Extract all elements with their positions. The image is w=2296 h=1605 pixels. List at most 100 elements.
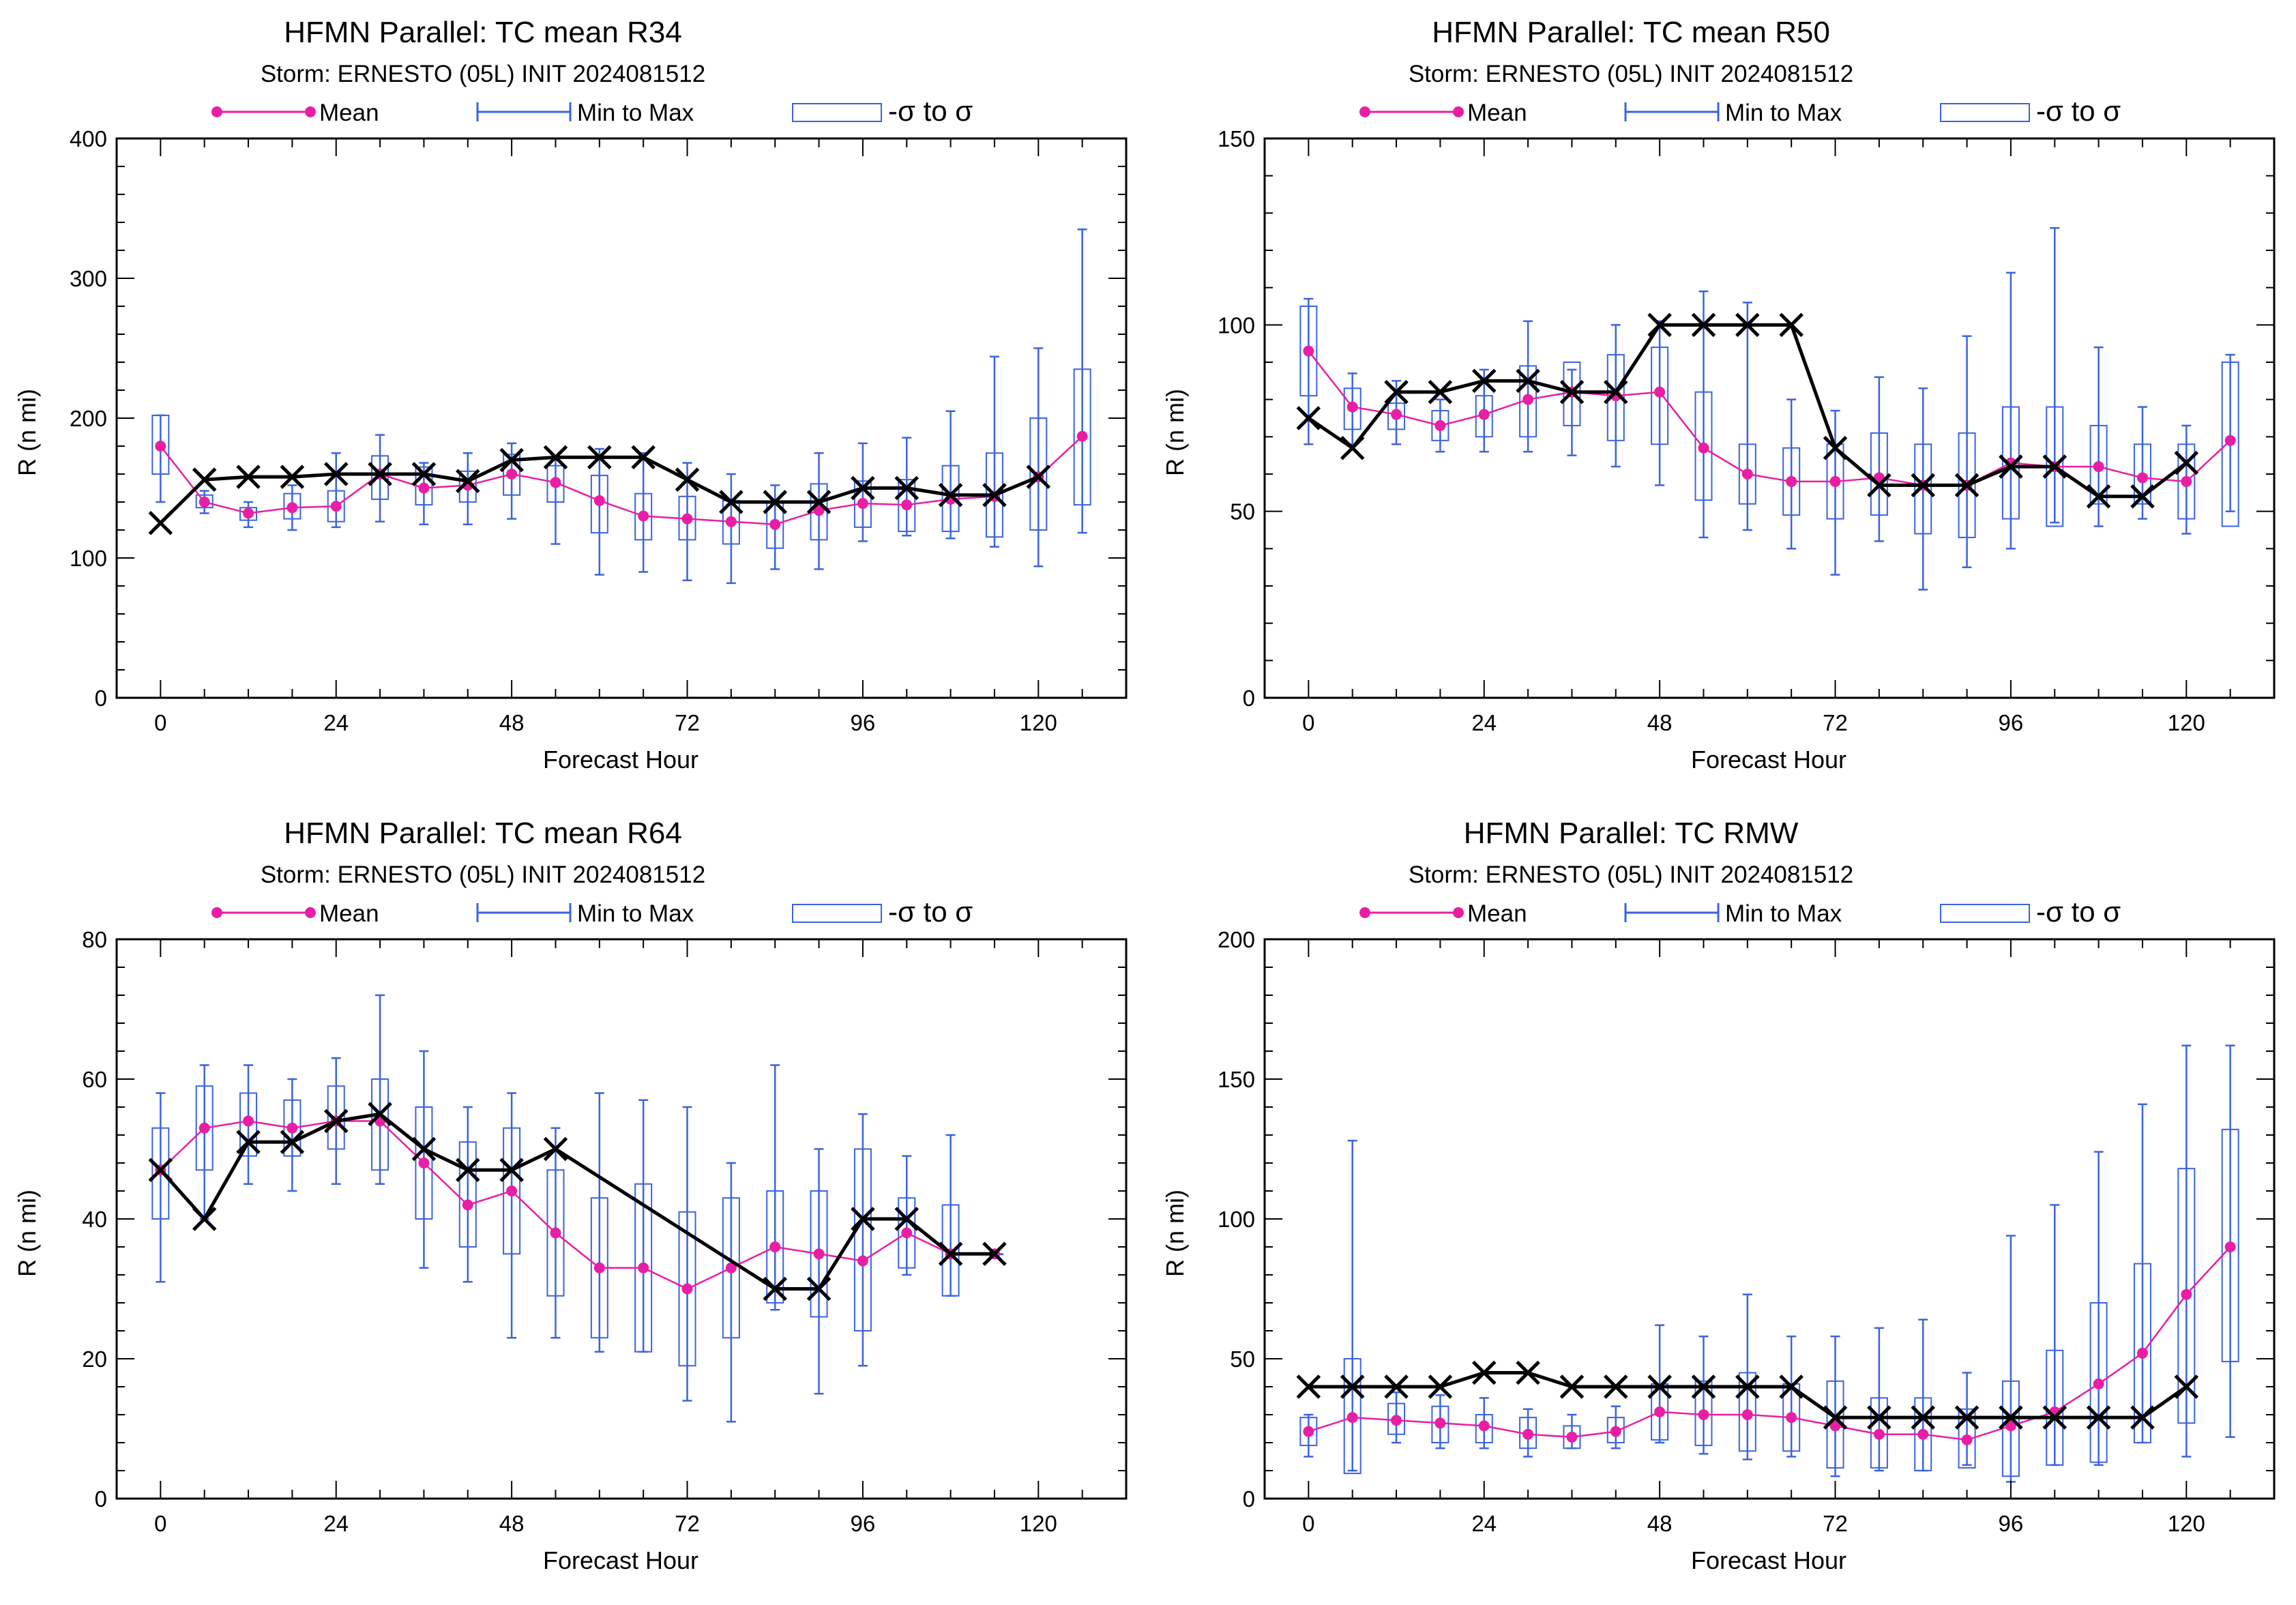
legend-mean-marker (1453, 106, 1464, 117)
y-tick-label: 0 (1243, 686, 1255, 711)
x-tick-label: 48 (499, 710, 525, 735)
chart-r34: HFMN Parallel: TC mean R34 Storm: ERNEST… (13, 16, 1128, 774)
x-tick-label: 48 (1647, 1511, 1673, 1536)
official-marker (1026, 465, 1051, 489)
official-marker (1471, 368, 1497, 394)
mean-point (243, 507, 254, 519)
mean-point (198, 1122, 210, 1134)
mean-point (1786, 1412, 1797, 1424)
mean-point (681, 513, 693, 525)
mean-point (2136, 472, 2148, 484)
official-marker (1647, 312, 1672, 338)
chart-subtitle: Storm: ERNESTO (05L) INIT 2024081512 (1409, 61, 1853, 87)
mean-point (286, 502, 298, 514)
mean-point (1346, 1412, 1358, 1424)
official-line (159, 1112, 995, 1291)
x-tick-label: 0 (154, 710, 166, 735)
legend-range-label: Min to Max (577, 100, 694, 126)
official-marker (1823, 435, 1848, 460)
mean-point (1522, 394, 1534, 405)
mean-point (418, 482, 430, 494)
official-marker (587, 445, 612, 470)
plot-frame (1263, 938, 2276, 1500)
y-tick-label: 0 (95, 686, 107, 711)
plot-frame (1263, 137, 2276, 699)
mean-point (1303, 345, 1314, 357)
mean-point (681, 1283, 693, 1295)
mean-point (813, 505, 825, 516)
official-marker (851, 475, 875, 501)
mean-point (725, 1262, 737, 1273)
chart-subtitle: Storm: ERNESTO (05L) INIT 2024081512 (261, 862, 705, 888)
mean-point (155, 441, 166, 452)
mean-point (2093, 1378, 2104, 1389)
x-tick-label: 120 (2168, 1511, 2205, 1536)
legend-sigma-label: -σ to σ (2036, 95, 2121, 127)
legend-mean-marker (1453, 907, 1464, 918)
chart-subtitle: Storm: ERNESTO (05L) INIT 2024081512 (1409, 862, 1853, 888)
mean-point (2136, 1347, 2148, 1359)
official-marker (1428, 1374, 1453, 1399)
mean-point (418, 1158, 430, 1168)
official-marker (719, 490, 744, 514)
legend-sigma-box (1940, 904, 2030, 923)
mean-point (725, 516, 737, 527)
official-marker (894, 1207, 919, 1231)
official-marker (411, 1136, 437, 1162)
x-tick-label: 0 (154, 1511, 166, 1536)
x-tick-label: 24 (323, 710, 349, 735)
mean-point (286, 1122, 298, 1134)
mean-point (1786, 475, 1797, 487)
official-marker (1867, 1405, 1892, 1430)
y-tick-label: 80 (82, 927, 107, 952)
plot-area: 0 24 48 72 96 120 0 50 100 150 200 (1218, 927, 2276, 1536)
official-marker (1559, 379, 1585, 404)
legend-mean-label: Mean (1467, 100, 1527, 126)
x-tick-label: 24 (323, 1511, 349, 1536)
mean-point (1478, 1420, 1490, 1432)
chart-panel-r64: HFMN Parallel: TC mean R64 Storm: ERNEST… (0, 801, 1148, 1602)
mean-point (1654, 386, 1666, 398)
mean-point (2224, 435, 2236, 446)
x-tick-label: 72 (675, 710, 700, 735)
mean-point (638, 1262, 649, 1273)
mean-line (160, 1120, 995, 1290)
official-marker (1779, 312, 1804, 338)
y-tick-label: 100 (1218, 1207, 1255, 1232)
mean-point (901, 499, 913, 511)
y-tick-label: 0 (95, 1486, 107, 1512)
official-marker (499, 447, 524, 473)
official-marker (1954, 1405, 1979, 1430)
mean-point (638, 510, 649, 522)
x-tick-label: 120 (1020, 710, 1057, 735)
official-marker (2130, 1405, 2155, 1430)
legend: Mean Min to Max -σ to σ (211, 896, 973, 928)
official-marker (280, 1130, 305, 1155)
official-marker (2042, 1405, 2067, 1430)
legend-range-label: Min to Max (1725, 900, 1842, 927)
official-marker (368, 1102, 392, 1127)
mean-line (160, 435, 1083, 526)
official-marker (1823, 1405, 1848, 1430)
official-marker (1428, 379, 1453, 404)
official-marker (763, 490, 787, 514)
plot-frame (115, 938, 1128, 1500)
legend-sigma-label: -σ to σ (888, 896, 973, 928)
mean-point (1829, 475, 1841, 487)
chart-r50: HFMN Parallel: TC mean R50 Storm: ERNEST… (1161, 16, 2276, 774)
official-marker (2130, 484, 2155, 509)
mean-point (1654, 1406, 1666, 1417)
official-marker (1954, 473, 1979, 498)
plot-area: 0 24 48 72 96 120 0 50 100 150 (1218, 126, 2276, 735)
official-marker (1604, 1374, 1628, 1399)
y-axis-label: R (n mi) (13, 1190, 41, 1277)
legend: Mean Min to Max -σ to σ (1359, 95, 2121, 127)
legend: Mean Min to Max -σ to σ (211, 95, 973, 127)
official-marker (2042, 454, 2067, 479)
official-marker (543, 445, 568, 470)
legend-sigma-box (1940, 103, 2030, 122)
official-marker (368, 462, 392, 486)
x-axis-label: Forecast Hour (543, 1546, 698, 1574)
mean-point (1303, 1426, 1314, 1437)
mean-point (1829, 1420, 1841, 1432)
